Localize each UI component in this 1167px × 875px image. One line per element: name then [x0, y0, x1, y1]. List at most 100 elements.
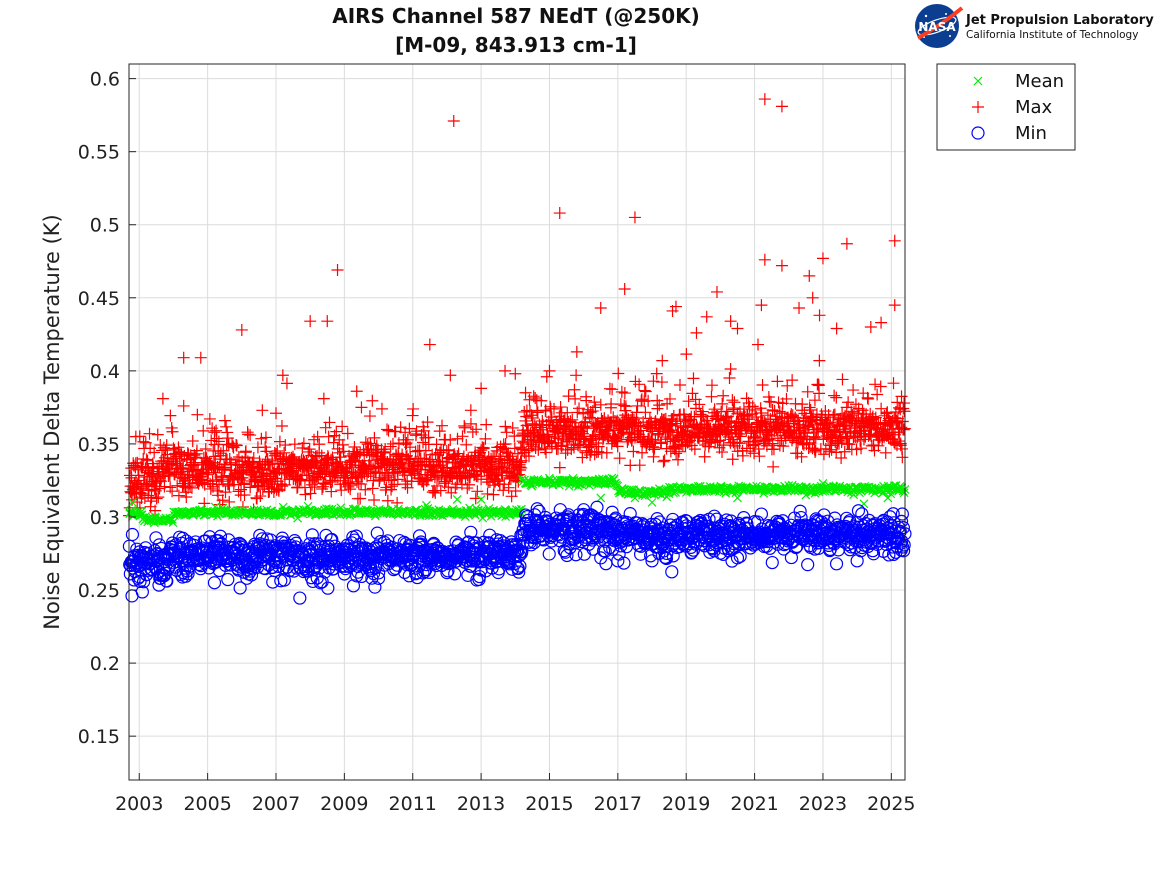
max-outlier-point	[499, 364, 512, 377]
max-point	[223, 495, 236, 508]
max-outlier-point	[752, 338, 765, 351]
max-point	[558, 412, 571, 425]
chart-title-line2: [M-09, 843.913 cm-1]	[395, 33, 637, 57]
max-point	[235, 466, 248, 479]
max-point	[212, 435, 225, 448]
max-outlier-point	[321, 315, 334, 328]
max-point	[525, 409, 538, 422]
max-point	[708, 403, 721, 416]
min-outlier-point	[207, 576, 222, 590]
min-point	[137, 575, 151, 589]
logo-org-sub: California Institute of Technology	[966, 29, 1138, 41]
max-outlier-point	[758, 93, 771, 106]
max-point	[495, 463, 508, 476]
max-point	[879, 446, 892, 459]
min-point	[513, 559, 527, 573]
max-point	[451, 432, 464, 445]
max-point	[658, 454, 671, 467]
max-outlier-point	[710, 285, 723, 298]
max-point	[773, 405, 786, 418]
max-point	[874, 380, 887, 393]
max-point	[752, 443, 765, 456]
max-point	[553, 461, 566, 474]
max-outlier-point	[475, 382, 488, 395]
max-point	[825, 443, 838, 456]
max-point	[197, 424, 210, 437]
max-point	[293, 474, 306, 487]
max-point	[887, 377, 900, 390]
max-point	[594, 398, 607, 411]
legend-label-min: Min	[1015, 123, 1047, 144]
max-point	[260, 445, 273, 458]
max-point	[386, 437, 399, 450]
max-outlier-point	[813, 309, 826, 322]
max-outlier-point	[519, 386, 532, 399]
max-point	[680, 348, 693, 361]
max-point	[190, 444, 203, 457]
min-point	[707, 544, 721, 558]
x-tick-label: 2011	[389, 793, 437, 815]
max-point	[348, 441, 361, 454]
y-tick-label: 0.45	[78, 288, 120, 310]
min-point	[515, 544, 529, 559]
max-point	[522, 424, 535, 437]
min-point	[524, 538, 538, 552]
max-point	[508, 430, 521, 443]
min-point	[427, 536, 441, 550]
min-point	[897, 544, 911, 558]
max-point	[796, 398, 809, 411]
min-outlier-point	[242, 567, 256, 581]
max-point	[391, 496, 404, 509]
min-point	[591, 523, 605, 538]
max-outlier-point	[570, 345, 583, 358]
max-point	[221, 426, 234, 439]
max-point	[479, 432, 492, 445]
series-min	[122, 500, 912, 605]
max-outlier-point	[875, 316, 888, 329]
min-point	[483, 528, 497, 542]
max-point	[771, 410, 784, 423]
max-outlier-point	[543, 364, 556, 377]
min-point	[293, 591, 307, 605]
max-point	[380, 481, 393, 494]
max-point	[817, 448, 830, 461]
max-point	[322, 430, 335, 443]
y-tick-label: 0.55	[78, 142, 120, 164]
min-point	[886, 507, 900, 521]
legend-marker-mean	[973, 76, 983, 86]
max-point	[869, 411, 882, 424]
y-tick-label: 0.4	[90, 361, 120, 383]
max-point	[871, 388, 884, 401]
max-point	[627, 418, 640, 431]
max-point	[313, 438, 326, 451]
min-outlier-point	[337, 567, 351, 581]
max-point	[795, 450, 808, 463]
max-point	[836, 373, 849, 386]
max-point	[266, 457, 279, 470]
max-point	[204, 482, 217, 495]
max-point	[726, 433, 739, 446]
max-point	[822, 423, 835, 436]
max-point	[244, 481, 257, 494]
max-point	[210, 432, 223, 445]
max-point	[548, 402, 561, 415]
max-outlier-point	[731, 322, 744, 335]
max-point	[299, 488, 312, 501]
max-point	[481, 487, 494, 500]
legend-box	[936, 63, 1076, 151]
max-point	[808, 394, 821, 407]
max-point	[603, 382, 616, 395]
max-outlier-point	[656, 354, 669, 367]
max-point	[454, 457, 467, 470]
max-point	[140, 478, 153, 491]
min-point	[617, 556, 631, 570]
max-point	[436, 419, 449, 432]
max-point	[669, 417, 682, 430]
max-point	[203, 412, 216, 425]
max-point	[728, 396, 741, 409]
max-point	[532, 443, 545, 456]
max-point	[504, 450, 517, 463]
max-point	[667, 409, 680, 422]
max-point	[826, 429, 839, 442]
max-outlier-point	[755, 299, 768, 312]
